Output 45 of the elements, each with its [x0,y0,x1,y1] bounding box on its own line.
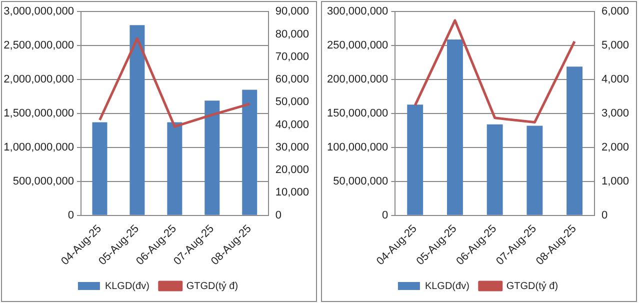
y2-tick-label: 40,000 [275,118,310,131]
legend-label: GTGD(tỷ đ) [186,280,238,292]
y-tick-label: 2,000,000,000 [4,74,74,86]
y2-tick-label: 0 [275,209,282,222]
bar [486,124,503,215]
y-tick-label: 1,500,000,000 [4,108,74,120]
y2-tick-label: 30,000 [275,141,310,154]
y-tick-label: 200,000,000 [327,74,388,86]
bar [92,122,108,215]
bar [204,100,220,215]
y-tick-label: 500,000,000 [12,175,74,188]
legend-label: KLGD(đv) [424,280,470,292]
y2-tick-label: 3,000 [601,108,630,120]
bar [526,126,543,215]
y2-tick-label: 60,000 [275,74,310,86]
y-tick-label: 100,000,000 [327,141,388,154]
y2-tick-label: 70,000 [275,50,310,63]
y-tick-label: 2,500,000,000 [4,40,74,52]
bar [407,104,424,215]
y2-tick-label: 0 [601,209,608,222]
y-tick-label: 50,000,000 [333,175,388,188]
bar [130,25,145,215]
y2-tick-label: 90,000 [275,6,310,18]
y2-tick-label: 4,000 [601,74,630,86]
y2-tick-label: 10,000 [275,186,310,199]
y2-tick-label: 1,000 [601,175,630,188]
y2-tick-label: 6,000 [601,6,630,18]
y-tick-label: 1,000,000,000 [4,141,74,154]
legend-label: KLGD(đv) [104,280,150,292]
bar [167,122,182,215]
y2-tick-label: 80,000 [275,28,310,40]
y-tick-label: 150,000,000 [327,108,388,120]
legend-label: GTGD(tỷ đ) [506,280,558,292]
bar [242,90,258,215]
bar [566,66,583,215]
bar [446,39,463,215]
y-tick-label: 0 [68,209,74,222]
y-tick-label: 300,000,000 [327,6,388,18]
y-tick-label: 250,000,000 [327,40,388,52]
y2-tick-label: 2,000 [601,141,630,154]
y-tick-label: 3,000,000,000 [4,6,74,18]
y2-tick-label: 20,000 [275,164,310,176]
y2-tick-label: 5,000 [601,40,630,52]
y2-tick-label: 50,000 [275,96,310,108]
y-tick-label: 0 [382,209,388,222]
